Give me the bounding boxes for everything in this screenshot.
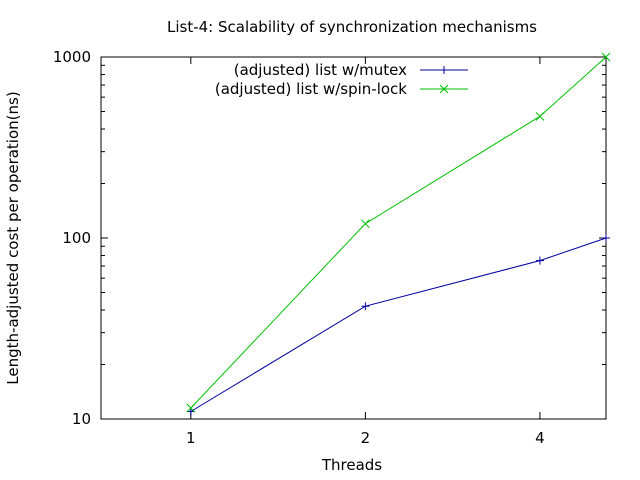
legend-marker [440, 66, 448, 74]
series-line [190, 56, 607, 409]
x-axis-label: Threads [321, 456, 382, 474]
y-tick-label: 1000 [53, 48, 91, 66]
data-point [361, 302, 370, 311]
x-tick-label: 2 [361, 429, 371, 447]
series-layer [186, 52, 611, 416]
series-1 [186, 234, 610, 416]
legend: (adjusted) list w/mutex(adjusted) list w… [215, 61, 468, 98]
x-tick-label: 1 [186, 429, 196, 447]
series-2 [186, 52, 611, 413]
y-tick-label: 100 [62, 229, 91, 247]
y-axis: 10 100 1000 [53, 48, 606, 428]
x-tick-label: 4 [535, 429, 545, 447]
y-axis-label: Length-adjusted cost per operation(ns) [4, 91, 22, 384]
series-line [190, 237, 607, 412]
data-point [602, 234, 610, 242]
data-point [601, 52, 611, 62]
plot-frame [100, 56, 607, 420]
chart-title: List-4: Scalability of synchronization m… [167, 18, 537, 36]
data-point [186, 403, 196, 413]
data-point [361, 219, 370, 229]
legend-label: (adjusted) list w/spin-lock [215, 80, 407, 98]
legend-marker [439, 84, 449, 94]
x-axis: 1 2 4 [186, 57, 545, 447]
y-tick-label: 10 [72, 410, 91, 428]
data-point [535, 111, 545, 121]
data-point [186, 407, 195, 416]
data-point [535, 256, 544, 265]
legend-label: (adjusted) list w/mutex [234, 61, 407, 79]
